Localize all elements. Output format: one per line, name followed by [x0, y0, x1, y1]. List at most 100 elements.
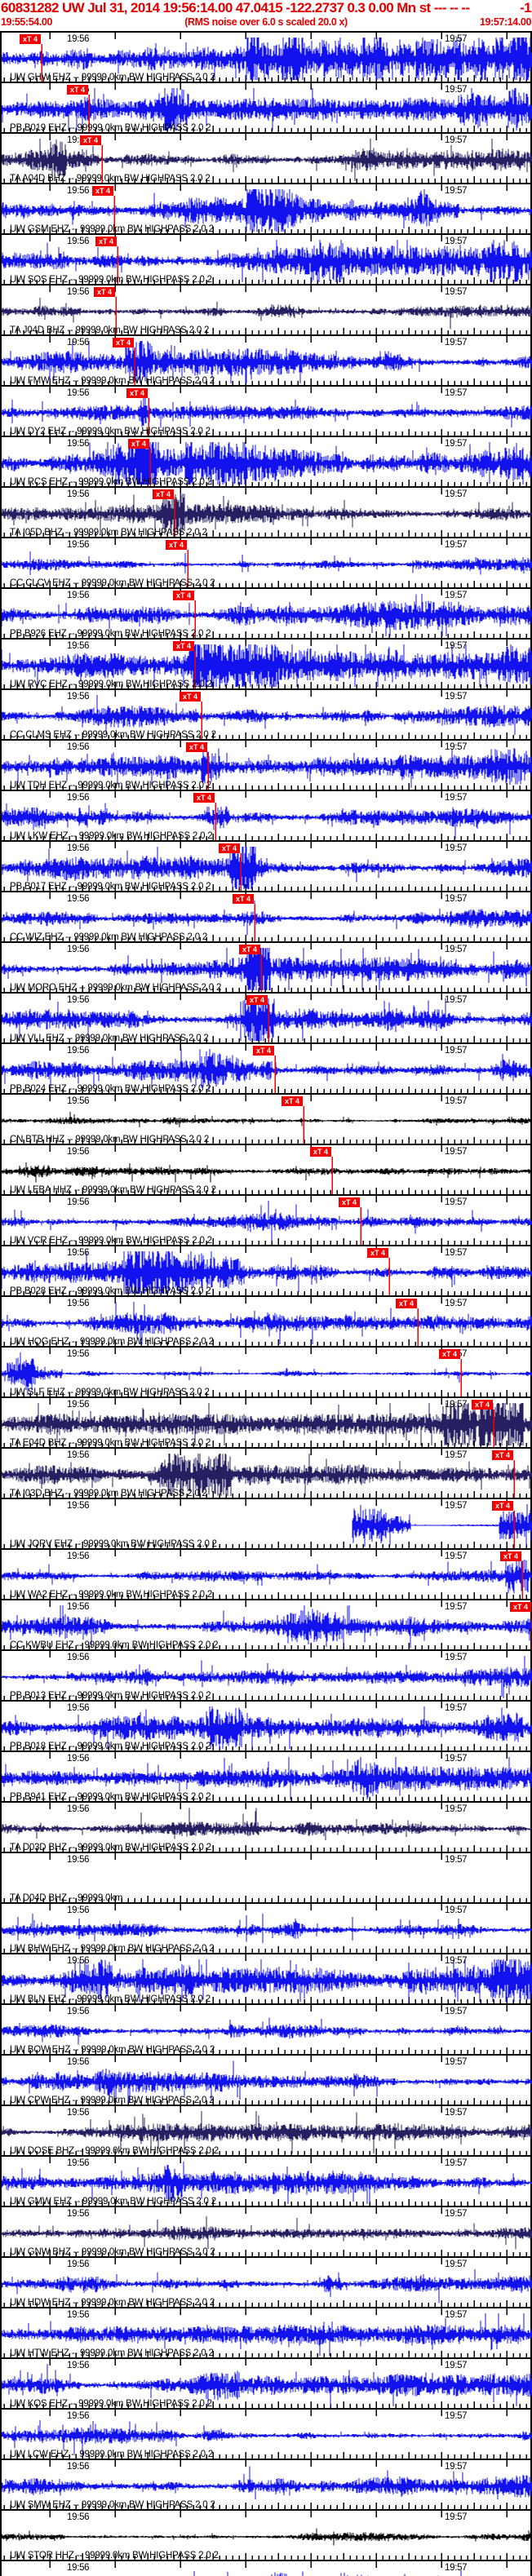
pick-flag[interactable]: xT 4	[128, 439, 149, 449]
waveform-plot[interactable]	[2, 1196, 532, 1245]
trace-row-uw-moro[interactable]: 19:56 19:57 xT 4 UW MORO EHZ -- 99999.0km B…	[2, 941, 532, 993]
trace-row-ta-i05d[interactable]: 19:56 19:57 xT 4 TA I05D BHZ -- 99999.0km B…	[2, 486, 532, 538]
waveform-plot[interactable]	[2, 842, 532, 891]
pick-flag[interactable]: xT 4	[500, 1551, 521, 1561]
waveform-plot[interactable]	[2, 1600, 532, 1649]
trace-row-uw-lcw[interactable]: 19:56 19:57 UW LCW EHZ -- 99999.0km BW HIG…	[2, 2408, 532, 2459]
trace-row-ta-a04d[interactable]: 19:56 19:57 xT 4 TA A04D BHZ -- 99999.0km B…	[2, 132, 532, 184]
waveform-plot[interactable]	[2, 2359, 532, 2408]
trace-row-cc-wiz[interactable]: 19:56 19:57 xT 4 CC WIZ EHZ -- 99999.0km BW…	[2, 891, 532, 942]
waveform-plot[interactable]	[2, 2056, 532, 2105]
pick-flag[interactable]: xT 4	[246, 995, 268, 1005]
waveform-plot[interactable]	[2, 1246, 532, 1295]
pick-flag[interactable]: xT 4	[186, 742, 207, 752]
waveform-plot[interactable]	[2, 2258, 532, 2307]
pick-flag[interactable]: xT 4	[173, 591, 194, 600]
pick-flag[interactable]: xT 4	[396, 1299, 417, 1308]
pick-flag[interactable]: xT 4	[113, 338, 134, 347]
trace-row-ta-i03d[interactable]: 19:56 19:57 xT 4 TA I03D BHZ -- 99999.0km B…	[2, 1447, 532, 1498]
trace-row-uw-htw[interactable]: 19:56 19:57 UW HTW EHZ -- 99999.0km BW HIG…	[2, 2307, 532, 2358]
trace-row-ta-d03d[interactable]: 19:56 19:57 TA D03D BHZ -- 99999.0km BW HI…	[2, 1801, 532, 1852]
trace-row-pb-b941[interactable]: 19:56 19:57 PB B941 EHZ -- 99999.0km BW HI…	[2, 1751, 532, 1802]
trace-row-uw-lkw[interactable]: 19:56 19:57 xT 4 UW LKW EHZ -- 99999.0km BW…	[2, 790, 532, 841]
trace-row-uw-jorv[interactable]: 19:56 19:57 xT 4 UW JORV EHZ -- 99999.0km B…	[2, 1498, 532, 1549]
waveform-plot[interactable]	[2, 2207, 532, 2256]
trace-row-uw-wa2[interactable]: 19:56 19:57 xT 4 UW WA2 EHZ -- 99999.0km BW…	[2, 1548, 532, 1600]
waveform-plot[interactable]	[2, 791, 532, 840]
pick-flag[interactable]: xT 4	[180, 692, 201, 702]
waveform-plot[interactable]	[2, 1803, 532, 1852]
trace-row-uw-bow[interactable]: 19:56 19:57 UW BOW EHZ -- 99999.0km BW HIG…	[2, 2003, 532, 2055]
trace-row-uw-hdw[interactable]: 19:56 19:57 UW HDW EHZ -- 99999.0km BW HIG…	[2, 2256, 532, 2308]
pick-flag[interactable]: xT 4	[367, 1248, 388, 1258]
trace-row-uw-dy2[interactable]: 19:56 19:57 xT 4 UW DY2 EHZ -- 99999.0km BW…	[2, 385, 532, 436]
waveform-plot[interactable]	[2, 1702, 532, 1751]
trace-row-uw-stor[interactable]: 19:56 19:57 UW STOR HHZ -- 99999.0km BW HI…	[2, 2509, 532, 2561]
trace-row-uw-leba[interactable]: 19:56 19:57 xT 4 UW LEBA HHZ -- 99999.0km B…	[2, 1144, 532, 1195]
trace-row-uw-smw[interactable]: 19:56 19:57 UW SMW EHZ -- 99999.0km BW HIG…	[2, 2459, 532, 2510]
waveform-plot[interactable]	[2, 1853, 532, 1902]
trace-row-ta-d04d[interactable]: 19:56 19:57 TA D04D BHZ -- 99999.0km	[2, 1852, 532, 1903]
pick-flag[interactable]: xT 4	[166, 540, 187, 550]
trace-row-pb-b028[interactable]: 19:56 19:57 xT 4 PB B028 EHZ -- 99999.0km B…	[2, 1245, 532, 1296]
trace-row-uw-cpw[interactable]: 19:56 19:57 UW CPW EHZ -- 99999.0km BW HIG…	[2, 2054, 532, 2105]
waveform-plot[interactable]	[2, 235, 532, 284]
pick-flag[interactable]: xT 4	[510, 1602, 531, 1612]
waveform-plot[interactable]	[2, 387, 532, 436]
waveform-plot[interactable]	[2, 1499, 532, 1548]
pick-flag[interactable]: xT 4	[492, 1450, 513, 1460]
waveform-plot[interactable]	[2, 1297, 532, 1346]
trace-row-cn-btb[interactable]: 19:56 19:57 xT 4 CN BTB HHZ -- 99999.0km BW…	[2, 1093, 532, 1144]
pick-flag[interactable]: xT 4	[153, 489, 174, 499]
waveform-plot[interactable]	[2, 83, 532, 132]
pick-flag[interactable]: xT 4	[92, 186, 113, 196]
waveform-plot[interactable]	[2, 2157, 532, 2206]
trace-row-pb-b017[interactable]: 19:56 19:57 xT 4 PB B017 EHZ -- 99999.0km B…	[2, 840, 532, 892]
pick-flag[interactable]: xT 4	[94, 287, 115, 297]
waveform-plot[interactable]	[2, 1752, 532, 1801]
trace-row-uw-fmw[interactable]: 19:56 19:57 xT 4 UW FMW EHZ -- 99999.0km BW…	[2, 334, 532, 386]
pick-flag[interactable]: xT 4	[20, 34, 41, 44]
pick-flag[interactable]: xT 4	[233, 894, 254, 904]
pick-flag[interactable]: xT 4	[95, 237, 117, 246]
trace-row-uw-vll[interactable]: 19:56 19:57 xT 4 UW VLL EHZ -- 99999.0km BW…	[2, 992, 532, 1043]
waveform-plot[interactable]	[2, 2410, 532, 2459]
waveform-plot[interactable]	[2, 2561, 532, 2576]
pick-flag[interactable]: xT 4	[310, 1147, 331, 1157]
pick-flag[interactable]: xT 4	[193, 793, 215, 803]
waveform-plot[interactable]	[2, 994, 532, 1042]
waveform-plot[interactable]	[2, 488, 532, 537]
waveform-plot[interactable]	[2, 640, 532, 688]
waveform-plot[interactable]	[2, 336, 532, 385]
waveform-plot[interactable]	[2, 1044, 532, 1093]
trace-row-cc-clcv[interactable]: 19:56 19:57 xT 4 CC CLCV EHZ -- 99999.0km B…	[2, 537, 532, 588]
pick-flag[interactable]: xT 4	[239, 945, 260, 954]
trace-row-uw-bln[interactable]: 19:56 19:57 UW BLN EHZ -- 99999.0km BW HIG…	[2, 1953, 532, 2004]
pick-flag[interactable]: xT 4	[80, 135, 101, 145]
trace-row-pb-b024[interactable]: 19:56 19:57 xT 4 PB B024 EHZ -- 99999.0km B…	[2, 1042, 532, 1094]
waveform-plot[interactable]	[2, 690, 532, 739]
waveform-plot[interactable]	[2, 33, 532, 82]
trace-row-uw-hqg[interactable]: 19:56 19:57 xT 4 UW HQG EHZ -- 99999.0km BW…	[2, 1295, 532, 1347]
waveform-plot[interactable]	[2, 1095, 532, 1144]
trace-row-uw-gnw[interactable]: 19:56 19:57 UW GNW BHZ -- 99999.0km BW HIG…	[2, 2206, 532, 2257]
waveform-plot[interactable]	[2, 1904, 532, 1953]
pick-flag[interactable]: xT 4	[253, 1046, 274, 1056]
trace-row-uw-dose[interactable]: 19:56 19:57 UW DOSE BHZ -- 99999.0km BW HI…	[2, 2105, 532, 2156]
trace-row-ta-j04d[interactable]: 19:56 19:57 xT 4 TA J04D BHZ -- 99999.0km B…	[2, 284, 532, 335]
pick-flag[interactable]: xT 4	[472, 1400, 493, 1410]
waveform-plot[interactable]	[2, 2005, 532, 2054]
waveform-plot[interactable]	[2, 1398, 532, 1447]
trace-row-uw-sos[interactable]: 19:56 19:57 xT 4 UW SOS EHZ -- 99999.0km BW…	[2, 233, 532, 285]
trace-row-pb-b926[interactable]: 19:56 19:57 xT 4 PB B926 EHZ -- 99999.0km B…	[2, 587, 532, 639]
trace-row-uw-gsm[interactable]: 19:56 19:57 xT 4 UW GSM EHZ -- 99999.0km BW…	[2, 183, 532, 234]
waveform-plot[interactable]	[2, 2511, 532, 2560]
waveform-plot[interactable]	[2, 285, 532, 334]
waveform-plot[interactable]	[2, 538, 532, 587]
trace-row-uw-tdh[interactable]: 19:56 19:57 xT 4 UW TDH EHZ -- 99999.0km BW…	[2, 739, 532, 790]
waveform-plot[interactable]	[2, 2106, 532, 2155]
waveform-plot[interactable]	[2, 741, 532, 790]
